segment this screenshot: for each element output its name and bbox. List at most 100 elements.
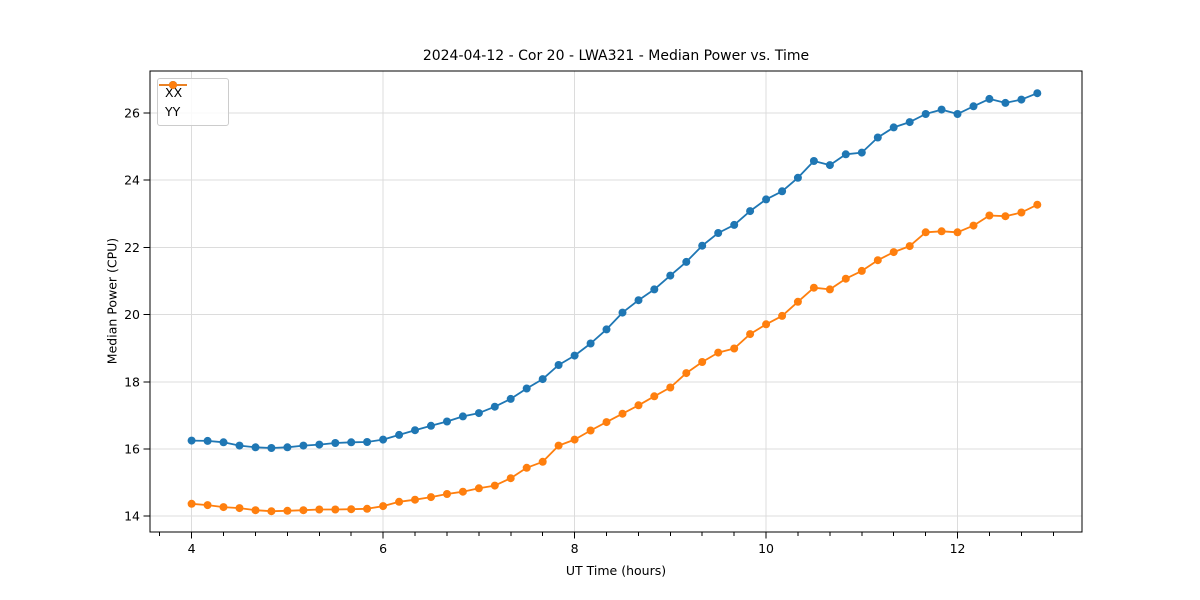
data-point-marker bbox=[522, 463, 531, 472]
data-point-marker bbox=[953, 228, 962, 237]
data-point-marker bbox=[570, 351, 579, 360]
data-point-marker bbox=[634, 401, 643, 410]
data-point-marker bbox=[650, 285, 659, 294]
data-point-marker bbox=[905, 242, 914, 251]
axes bbox=[143, 70, 1083, 539]
tick-labels: 4 6 8 10 12 14 16 18 20 22 24 26 bbox=[124, 106, 965, 556]
data-point-marker bbox=[506, 394, 515, 403]
y-tick-label: 24 bbox=[124, 173, 140, 188]
series-markers-YY bbox=[187, 200, 1042, 516]
data-point-marker bbox=[203, 501, 212, 510]
data-point-marker bbox=[331, 439, 340, 447]
data-point-marker bbox=[299, 506, 308, 515]
data-point-marker bbox=[825, 285, 834, 294]
data-point-marker bbox=[793, 173, 802, 182]
chart-title: 2024-04-12 - Cor 20 - LWA321 - Median Po… bbox=[422, 48, 810, 64]
data-point-marker bbox=[363, 504, 372, 513]
data-point-marker bbox=[618, 308, 627, 317]
data-point-marker bbox=[347, 438, 356, 447]
data-point-marker bbox=[347, 505, 356, 514]
data-point-marker bbox=[682, 369, 691, 378]
series-line-XX bbox=[190, 92, 1039, 449]
y-tick-label: 22 bbox=[124, 240, 140, 255]
data-point-marker bbox=[474, 409, 483, 418]
data-point-marker bbox=[506, 474, 515, 483]
x-axis-label: UT Time (hours) bbox=[565, 563, 667, 578]
data-point-marker bbox=[1001, 212, 1010, 221]
data-point-marker bbox=[666, 271, 675, 280]
y-tick-label: 16 bbox=[124, 442, 140, 457]
y-tick-label: 26 bbox=[124, 106, 140, 121]
data-point-marker bbox=[953, 110, 962, 118]
data-point-marker bbox=[730, 344, 739, 353]
data-point-marker bbox=[714, 348, 723, 357]
data-point-marker bbox=[427, 421, 435, 430]
data-point-marker bbox=[1017, 208, 1026, 217]
data-point-marker bbox=[873, 256, 882, 265]
data-point-marker bbox=[458, 412, 467, 421]
data-point-marker bbox=[857, 148, 866, 157]
data-point-marker bbox=[235, 504, 244, 513]
data-point-marker bbox=[730, 220, 739, 229]
data-point-marker bbox=[682, 257, 691, 266]
y-axis-label: Median Power (CPU) bbox=[104, 237, 120, 365]
data-point-marker bbox=[602, 325, 611, 334]
data-point-marker bbox=[315, 440, 324, 449]
data-point-marker bbox=[490, 481, 499, 490]
y-tick-label: 20 bbox=[124, 307, 140, 322]
data-point-marker bbox=[219, 438, 228, 447]
data-point-marker bbox=[538, 375, 547, 384]
data-point-marker bbox=[363, 438, 372, 446]
data-point-marker bbox=[187, 436, 196, 445]
data-series bbox=[187, 89, 1042, 516]
x-tick-label: 10 bbox=[758, 541, 774, 556]
data-point-marker bbox=[187, 499, 196, 508]
x-tick-label: 8 bbox=[571, 541, 579, 556]
data-point-marker bbox=[778, 187, 787, 196]
plot-border bbox=[149, 70, 1083, 533]
data-point-marker bbox=[618, 409, 627, 418]
data-point-marker bbox=[395, 497, 404, 506]
data-point-marker bbox=[602, 418, 611, 427]
data-point-marker bbox=[1033, 200, 1042, 209]
data-point-marker bbox=[1033, 89, 1042, 98]
data-point-marker bbox=[905, 118, 914, 127]
y-tick-label: 14 bbox=[124, 509, 140, 524]
data-point-marker bbox=[522, 384, 531, 393]
data-point-marker bbox=[985, 211, 994, 220]
data-point-marker bbox=[857, 266, 866, 275]
data-point-marker bbox=[793, 297, 802, 306]
data-point-marker bbox=[746, 207, 755, 216]
data-point-marker bbox=[283, 506, 292, 515]
data-point-marker bbox=[411, 495, 419, 504]
series-markers-XX bbox=[187, 89, 1042, 452]
data-point-marker bbox=[203, 436, 212, 445]
data-point-marker bbox=[698, 358, 707, 366]
data-point-marker bbox=[778, 311, 787, 320]
x-tick-label: 12 bbox=[950, 541, 966, 556]
data-point-marker bbox=[554, 361, 563, 369]
data-point-marker bbox=[219, 503, 228, 512]
legend-line-marker-icon bbox=[159, 81, 187, 89]
data-point-marker bbox=[714, 229, 723, 237]
data-point-marker bbox=[666, 383, 675, 392]
data-point-marker bbox=[698, 241, 707, 250]
data-point-marker bbox=[841, 150, 850, 159]
x-tick-label: 4 bbox=[188, 541, 196, 556]
data-point-marker bbox=[969, 102, 978, 111]
data-point-marker bbox=[379, 502, 388, 511]
data-point-marker bbox=[379, 435, 388, 444]
data-point-marker bbox=[427, 493, 435, 502]
data-point-marker bbox=[554, 441, 563, 450]
data-point-marker bbox=[299, 441, 308, 450]
data-point-marker bbox=[746, 330, 755, 339]
data-point-marker bbox=[969, 221, 978, 230]
data-point-marker bbox=[921, 110, 930, 118]
data-point-marker bbox=[889, 123, 898, 132]
data-point-marker bbox=[809, 283, 818, 292]
data-point-marker bbox=[490, 402, 499, 411]
data-point-marker bbox=[235, 441, 244, 450]
series-line-YY bbox=[190, 203, 1039, 513]
data-point-marker bbox=[443, 490, 451, 498]
legend-item-yy: YY bbox=[159, 81, 221, 121]
